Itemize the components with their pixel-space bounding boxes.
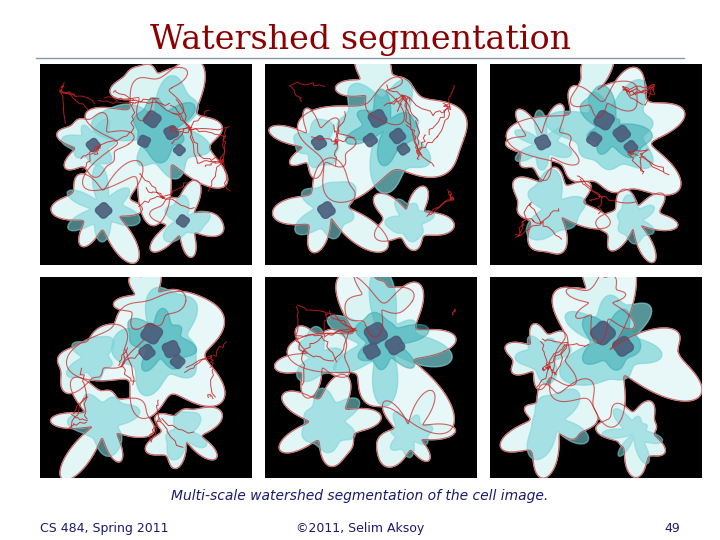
Polygon shape (500, 379, 598, 478)
Polygon shape (364, 343, 380, 359)
Polygon shape (368, 110, 387, 127)
Polygon shape (587, 132, 602, 146)
Polygon shape (57, 112, 134, 177)
Polygon shape (96, 202, 112, 218)
Polygon shape (613, 336, 634, 356)
Polygon shape (513, 167, 611, 254)
Polygon shape (377, 390, 456, 467)
Polygon shape (515, 110, 572, 170)
Polygon shape (590, 321, 616, 345)
Polygon shape (546, 79, 653, 170)
Polygon shape (274, 326, 350, 398)
Polygon shape (176, 215, 189, 227)
Polygon shape (559, 295, 662, 385)
Polygon shape (66, 292, 225, 418)
Polygon shape (139, 345, 155, 360)
Text: Watershed segmentation: Watershed segmentation (150, 24, 570, 56)
Polygon shape (595, 189, 678, 262)
Polygon shape (294, 182, 356, 239)
Polygon shape (141, 323, 163, 344)
Polygon shape (302, 388, 360, 453)
Polygon shape (570, 45, 637, 117)
Polygon shape (312, 136, 326, 150)
Polygon shape (68, 394, 140, 456)
Polygon shape (385, 199, 434, 242)
Polygon shape (364, 133, 377, 147)
Polygon shape (112, 287, 197, 396)
Text: 49: 49 (665, 522, 680, 535)
Polygon shape (279, 374, 381, 467)
Polygon shape (346, 89, 419, 166)
Polygon shape (336, 55, 405, 125)
Polygon shape (134, 98, 195, 163)
Polygon shape (516, 336, 571, 384)
Polygon shape (566, 260, 634, 343)
Polygon shape (138, 136, 150, 147)
Polygon shape (294, 119, 338, 167)
Polygon shape (162, 341, 180, 357)
Polygon shape (51, 160, 143, 263)
Polygon shape (613, 125, 630, 142)
Polygon shape (602, 409, 662, 464)
Text: Multi-scale watershed segmentation of the cell image.: Multi-scale watershed segmentation of th… (171, 489, 549, 503)
Polygon shape (67, 165, 140, 242)
Polygon shape (171, 355, 185, 368)
Polygon shape (174, 145, 185, 156)
Polygon shape (166, 412, 207, 460)
Polygon shape (86, 138, 100, 152)
Polygon shape (617, 195, 654, 244)
Polygon shape (337, 79, 431, 193)
Polygon shape (364, 323, 387, 345)
Polygon shape (596, 401, 665, 477)
Polygon shape (397, 143, 410, 155)
Polygon shape (527, 389, 589, 460)
Polygon shape (150, 180, 224, 257)
Polygon shape (594, 111, 614, 130)
Polygon shape (318, 202, 335, 218)
Polygon shape (356, 313, 429, 370)
Polygon shape (145, 407, 222, 469)
Polygon shape (61, 119, 116, 165)
Polygon shape (128, 308, 197, 371)
Text: ©2011, Selim Aksoy: ©2011, Selim Aksoy (296, 522, 424, 535)
Polygon shape (297, 77, 467, 202)
Polygon shape (91, 76, 210, 179)
Polygon shape (328, 267, 452, 406)
Polygon shape (580, 85, 652, 158)
Polygon shape (390, 411, 433, 457)
Polygon shape (83, 59, 228, 226)
Polygon shape (164, 126, 179, 139)
Polygon shape (287, 274, 456, 434)
Polygon shape (506, 68, 685, 195)
Text: CS 484, Spring 2011: CS 484, Spring 2011 (40, 522, 168, 535)
Polygon shape (50, 377, 155, 480)
Polygon shape (345, 265, 414, 337)
Polygon shape (526, 169, 585, 240)
Polygon shape (297, 327, 343, 382)
Polygon shape (390, 129, 405, 144)
Polygon shape (505, 104, 579, 180)
Polygon shape (385, 336, 405, 355)
Polygon shape (114, 266, 186, 329)
Polygon shape (66, 336, 114, 381)
Polygon shape (110, 64, 187, 120)
Polygon shape (535, 135, 551, 150)
Polygon shape (273, 158, 389, 253)
Polygon shape (58, 324, 127, 394)
Polygon shape (624, 140, 638, 153)
Polygon shape (163, 195, 210, 242)
Polygon shape (374, 186, 454, 251)
Polygon shape (269, 108, 356, 178)
Polygon shape (582, 309, 641, 370)
Polygon shape (143, 111, 161, 127)
Polygon shape (505, 324, 577, 390)
Polygon shape (549, 254, 702, 427)
